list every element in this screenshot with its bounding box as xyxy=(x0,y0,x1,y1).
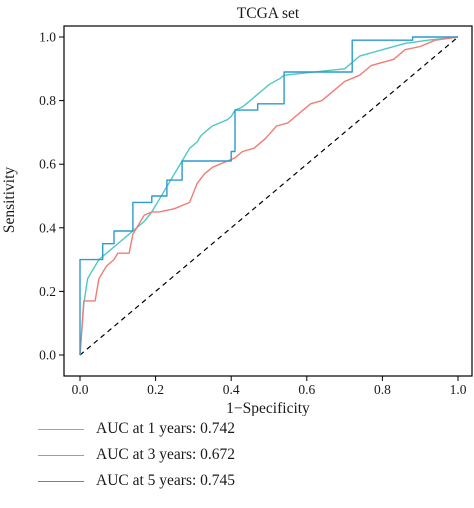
x-axis-label: 1−Specificity xyxy=(226,400,310,416)
x-tick-label: 0.8 xyxy=(374,382,391,397)
y-tick-label: 0.4 xyxy=(39,220,56,235)
legend-item: AUC at 1 years: 0.742 xyxy=(38,416,235,442)
y-tick-label: 1.0 xyxy=(39,30,56,45)
y-tick-label: 0.0 xyxy=(39,348,56,363)
roc-curve-series-3 xyxy=(79,36,458,355)
legend-swatch xyxy=(38,454,84,456)
legend-swatch xyxy=(38,480,84,482)
legend-item: AUC at 5 years: 0.745 xyxy=(38,468,235,494)
legend-label: AUC at 1 years: 0.742 xyxy=(96,420,236,437)
y-axis-label: Sensitivity xyxy=(1,167,18,234)
y-tick-label: 0.2 xyxy=(39,284,56,299)
x-tick-label: 0.4 xyxy=(223,382,240,397)
reference-diagonal-line xyxy=(79,36,459,356)
roc-chart: TCGA set 0.0 0.2 0.4 0.6 0.8 1.0 0.0 0.2 0.4 0.6… xyxy=(1,5,473,416)
x-tick-label: 0.0 xyxy=(72,382,89,397)
y-axis: 0.0 0.2 0.4 0.6 0.8 1.0 xyxy=(39,30,64,363)
legend-label: AUC at 3 years: 0.672 xyxy=(96,446,236,463)
plot-frame xyxy=(63,25,473,377)
reference-line-layer xyxy=(79,36,459,356)
legend: AUC at 1 years: 0.742 AUC at 3 years: 0.… xyxy=(38,416,235,494)
y-tick-label: 0.8 xyxy=(39,93,56,108)
x-tick-label: 0.2 xyxy=(147,382,164,397)
chart-title: TCGA set xyxy=(237,5,300,22)
legend-swatch xyxy=(38,428,84,430)
series-layer xyxy=(79,36,459,356)
y-tick-label: 0.6 xyxy=(39,157,56,172)
legend-label: AUC at 5 years: 0.745 xyxy=(96,472,236,489)
x-axis: 0.0 0.2 0.4 0.6 0.8 1.0 xyxy=(72,376,467,397)
roc-curve-series-1 xyxy=(79,36,459,356)
x-tick-label: 1.0 xyxy=(450,382,467,397)
legend-item: AUC at 3 years: 0.672 xyxy=(38,442,235,468)
x-tick-label: 0.6 xyxy=(298,382,315,397)
